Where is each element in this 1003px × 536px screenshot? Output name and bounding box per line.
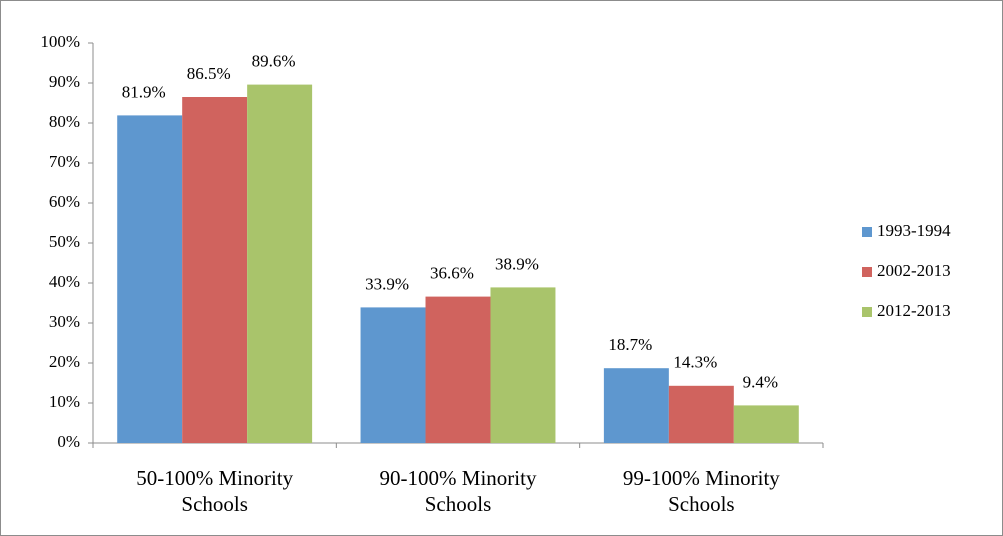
bar bbox=[603, 368, 669, 443]
legend-label: 2002-2013 bbox=[877, 261, 951, 280]
value-label: 14.3% bbox=[673, 353, 717, 372]
legend-swatch bbox=[862, 307, 872, 317]
legend-swatch bbox=[862, 267, 872, 277]
y-tick-label: 50% bbox=[49, 232, 80, 251]
y-tick-label: 40% bbox=[49, 272, 80, 291]
bar bbox=[490, 287, 556, 443]
legend-label: 2012-2013 bbox=[877, 301, 951, 320]
y-tick-label: 60% bbox=[49, 192, 80, 211]
x-tick-label: 50-100% Minority Schools bbox=[136, 466, 294, 516]
x-tick-label: 90-100% Minority Schools bbox=[379, 466, 537, 516]
value-label: 18.7% bbox=[608, 335, 652, 354]
legend-label: 1993-1994 bbox=[877, 221, 951, 240]
bar bbox=[360, 307, 426, 443]
bar bbox=[733, 405, 799, 443]
y-tick-label: 0% bbox=[57, 432, 80, 451]
y-tick-label: 100% bbox=[40, 32, 80, 51]
x-tick-label: 99-100% Minority Schools bbox=[622, 466, 780, 516]
value-label: 38.9% bbox=[495, 254, 539, 273]
y-tick-label: 80% bbox=[49, 112, 80, 131]
legend-swatch bbox=[862, 227, 872, 237]
bar bbox=[668, 385, 734, 443]
y-tick-label: 90% bbox=[49, 72, 80, 91]
y-tick-label: 30% bbox=[49, 312, 80, 331]
value-label: 33.9% bbox=[365, 274, 409, 293]
y-tick-label: 70% bbox=[49, 152, 80, 171]
value-label: 9.4% bbox=[743, 372, 778, 391]
value-label: 89.6% bbox=[252, 52, 296, 71]
bar bbox=[247, 84, 313, 443]
bar bbox=[182, 97, 248, 443]
value-label: 86.5% bbox=[187, 64, 231, 83]
value-label: 36.6% bbox=[430, 264, 474, 283]
y-tick-label: 20% bbox=[49, 352, 80, 371]
y-tick-label: 10% bbox=[49, 392, 80, 411]
value-label: 81.9% bbox=[122, 82, 166, 101]
bar bbox=[117, 115, 183, 444]
bar bbox=[425, 296, 491, 443]
